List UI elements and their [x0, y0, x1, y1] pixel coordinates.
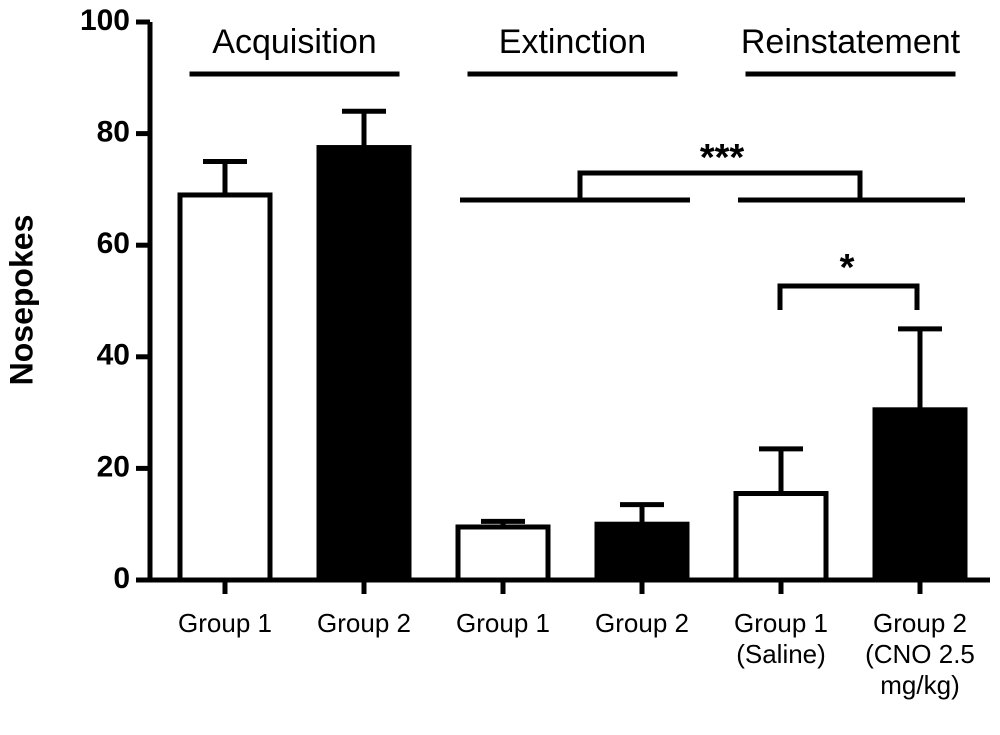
sig-label: * [840, 247, 855, 289]
y-axis-label: Nosepokes [3, 215, 39, 386]
y-tick-label: 0 [113, 562, 130, 595]
x-tick-label: Group 1 [456, 608, 550, 638]
y-tick-label: 60 [97, 227, 130, 260]
bar [455, 524, 551, 583]
y-tick-label: 20 [97, 450, 130, 483]
phase-label: Acquisition [212, 23, 376, 61]
bar [733, 491, 829, 583]
phase-label: Reinstatement [741, 23, 961, 61]
y-tick-label: 40 [97, 339, 130, 372]
sig-label: *** [700, 137, 745, 179]
x-tick-label: Group 2 [595, 608, 689, 638]
sig-bracket [577, 170, 863, 200]
bar [316, 145, 412, 583]
x-tick-label: Group 2 [317, 608, 411, 638]
y-tick-label: 100 [80, 4, 130, 37]
y-tick-label: 80 [97, 116, 130, 149]
sig-bracket [777, 283, 920, 310]
x-tick-label: Group 2 (CNO 2.5 mg/kg) [865, 608, 975, 700]
bar [594, 521, 690, 583]
x-tick-label: Group 1 [178, 608, 272, 638]
x-tick-label: Group 1 (Saline) [734, 608, 828, 669]
bar [872, 407, 968, 583]
phase-label: Extinction [499, 23, 646, 61]
bar [177, 192, 273, 583]
